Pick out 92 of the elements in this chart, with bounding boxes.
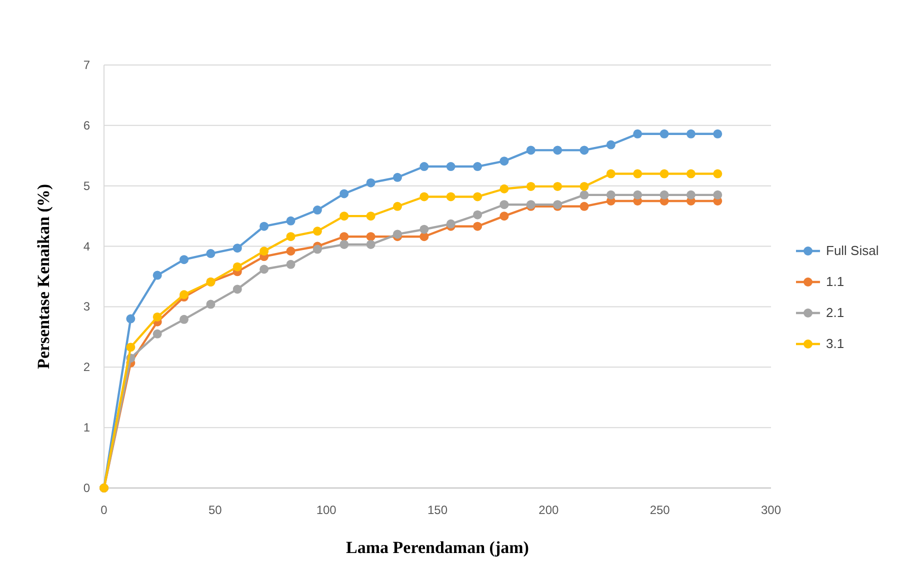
y-tick-label: 6 [83,118,90,132]
point [473,222,482,231]
point [312,244,322,254]
point [500,156,509,166]
point [126,314,136,324]
point [152,312,162,322]
point [260,246,269,256]
point [713,190,722,200]
point [206,249,216,258]
legend-label: Full Sisal [826,243,879,258]
x-axis-title: Lama Perendaman (jam) [346,538,529,557]
point [366,232,376,242]
point [392,172,402,182]
point [606,169,616,178]
point [553,182,562,191]
point [152,329,162,338]
point [686,169,696,178]
point [500,200,509,210]
point [526,182,536,191]
point [206,300,216,309]
point [286,260,296,269]
y-tick-label: 7 [83,58,90,72]
point [392,202,402,211]
point [660,190,669,200]
point [126,342,136,352]
y-tick-label: 1 [83,420,90,435]
point [340,240,349,249]
point [580,190,589,200]
legend-label: 1.1 [826,274,844,289]
point [366,240,376,249]
point [232,262,242,272]
y-tick-label: 0 [83,481,90,495]
y-axis-title: Persentase Kenaikan (%) [34,184,53,370]
point [500,212,509,221]
point [500,184,509,194]
point [553,146,562,155]
point [580,202,589,211]
point [446,162,456,172]
point [152,270,162,280]
point [606,190,616,200]
point [312,206,322,215]
point [713,169,722,178]
point [420,162,429,172]
point [633,169,642,178]
point [446,219,456,228]
point [366,212,376,221]
x-tick-label: 250 [650,503,670,517]
point [660,129,669,138]
point [180,255,189,264]
point [580,182,589,191]
point [340,212,349,221]
point [366,178,376,188]
x-tick-label: 50 [208,503,222,517]
point [686,190,696,200]
point [660,169,669,178]
x-tick-label: 150 [427,503,448,517]
point [420,224,429,234]
y-tick-label: 4 [83,239,90,254]
point [633,129,642,138]
y-tick-label: 3 [83,300,90,314]
point [473,192,482,202]
point [260,264,269,274]
point [180,314,189,324]
point [446,192,456,202]
point [286,232,296,242]
y-tick-label: 2 [83,360,90,374]
x-tick-label: 300 [760,503,782,517]
point [286,216,296,226]
x-tick-label: 0 [100,503,108,517]
point [286,246,296,256]
y-tick-label: 5 [83,178,90,193]
point [473,162,482,172]
x-tick-label: 100 [316,503,337,517]
point [633,190,642,200]
point [420,192,429,202]
point [260,222,269,231]
point [580,146,589,155]
x-tick-label: 200 [538,503,559,517]
point [312,226,322,236]
legend-label: 3.1 [826,336,844,351]
point [340,189,349,198]
point [606,140,616,150]
point [686,129,696,138]
point [180,290,189,300]
point [232,284,242,294]
point [232,244,242,253]
point [392,230,402,239]
point [713,129,722,138]
point [473,210,482,220]
point [526,146,536,155]
legend-label: 2.1 [826,305,844,320]
point [340,232,349,242]
